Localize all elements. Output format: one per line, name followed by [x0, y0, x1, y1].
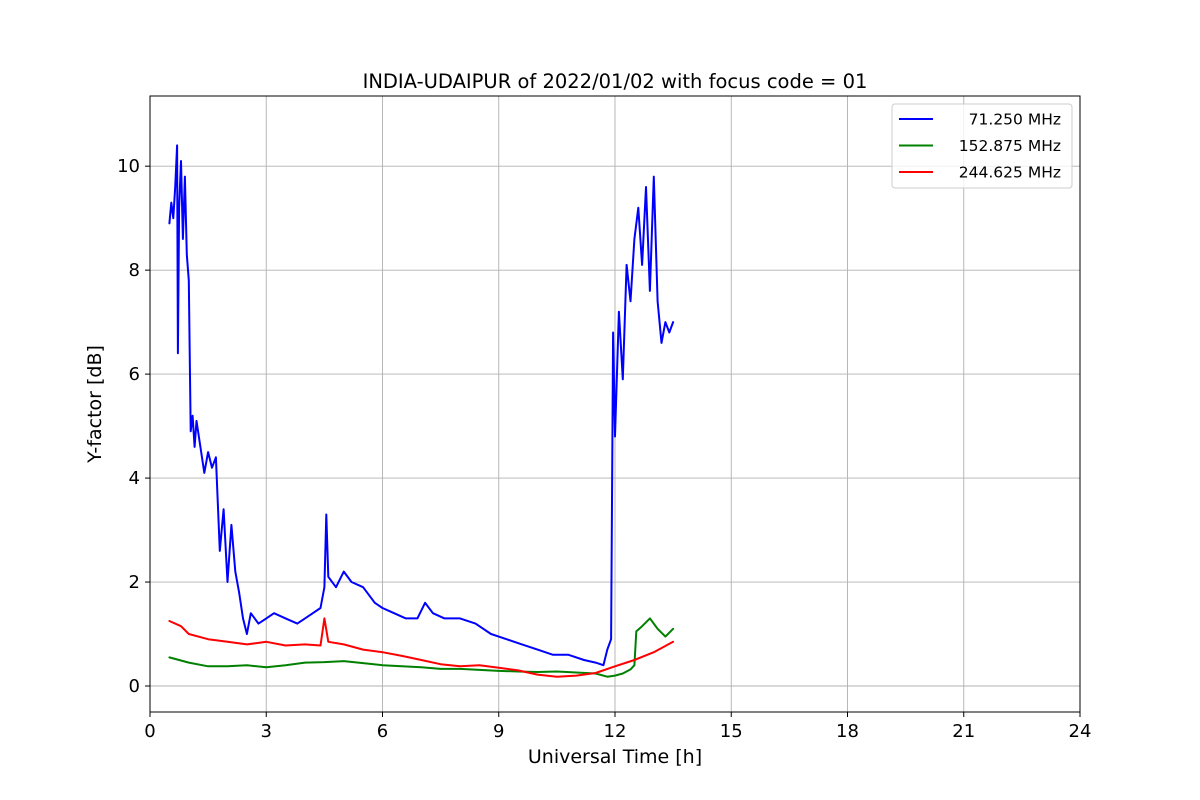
series-line-2 [168, 617, 675, 678]
y-tick-label: 0 [129, 676, 140, 697]
x-tick-label: 6 [377, 721, 388, 742]
x-tick-label: 12 [604, 721, 627, 742]
series-line-1 [168, 617, 675, 678]
x-tick-label: 0 [144, 721, 155, 742]
y-tick-label: 2 [129, 572, 140, 593]
legend-entries: 71.250 MHz 152.875 MHz 244.625 MHz [899, 111, 1061, 182]
y-tick-label: 10 [117, 156, 140, 177]
x-tick-label: 24 [1069, 721, 1092, 742]
series-line-0 [168, 144, 675, 667]
legend-label: 152.875 MHz [959, 137, 1061, 155]
x-tick-label: 15 [720, 721, 743, 742]
x-tick-label: 3 [261, 721, 272, 742]
legend-box [891, 103, 1073, 189]
y-tick-label: 8 [129, 260, 140, 281]
chart-title: INDIA-UDAIPUR of 2022/01/02 with focus c… [363, 70, 868, 93]
x-tick-label: 9 [493, 721, 504, 742]
legend-label: 244.625 MHz [959, 164, 1061, 182]
y-tick-label: 4 [129, 468, 140, 489]
x-axis-label: Universal Time [h] [528, 746, 702, 768]
y-tick-label: 6 [129, 364, 140, 385]
series-layer [168, 144, 675, 678]
x-tick-label: 18 [836, 721, 859, 742]
legend-label: 71.250 MHz [969, 111, 1061, 129]
x-tick-label: 21 [952, 721, 975, 742]
legend: 71.250 MHz 152.875 MHz 244.625 MHz [891, 103, 1073, 189]
y-axis-label: Y-factor [dB] [84, 345, 106, 464]
